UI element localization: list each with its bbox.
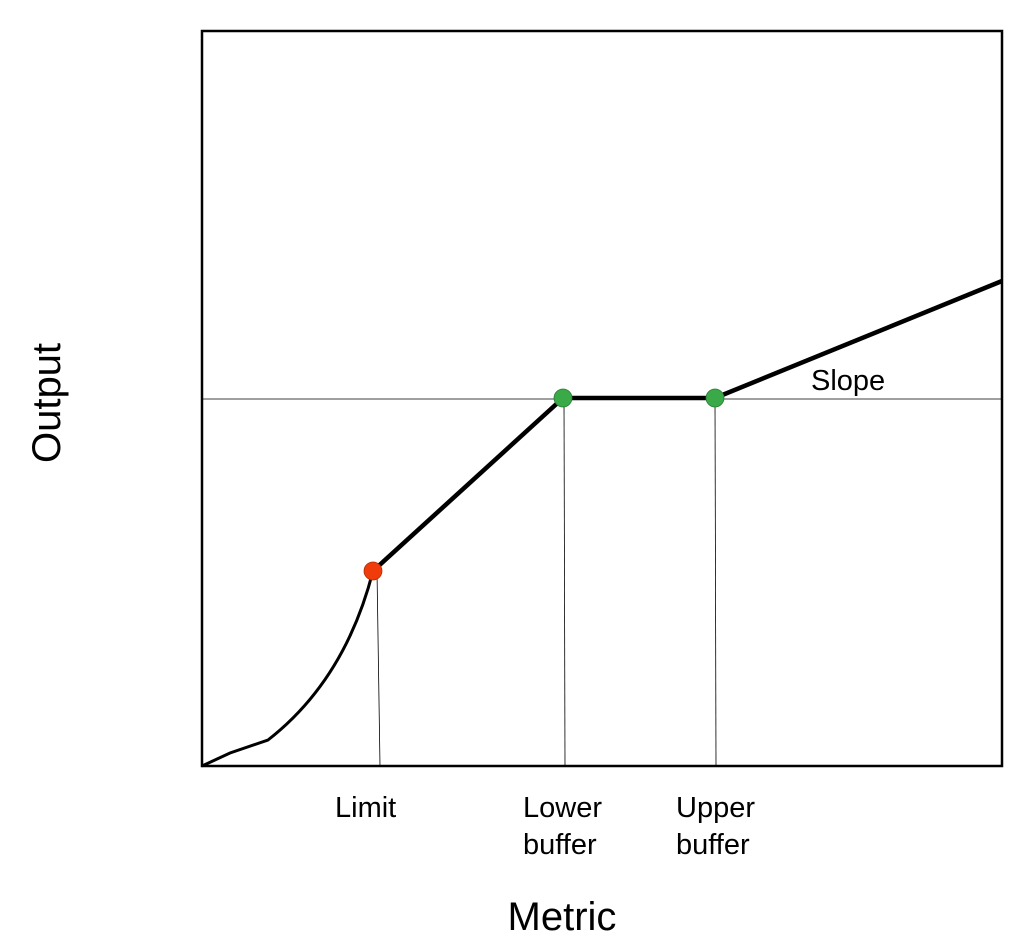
upper-buffer-label-line1: Upper xyxy=(676,792,755,824)
plot-frame xyxy=(200,29,1004,768)
lower-buffer-drop-line xyxy=(563,398,566,767)
x-axis-title: Metric xyxy=(508,895,617,939)
slope-label: Slope xyxy=(811,365,885,397)
limit-point xyxy=(363,561,383,581)
upper-buffer-drop-line xyxy=(714,398,717,767)
upper-buffer-label-line2: buffer xyxy=(676,829,750,861)
output-curve-ramp xyxy=(371,396,565,573)
lower-buffer-point xyxy=(553,388,573,408)
limit-drop-line xyxy=(376,570,381,767)
y-axis-title: Output xyxy=(25,343,69,463)
limit-label: Limit xyxy=(335,792,396,824)
upper-buffer-point xyxy=(705,388,725,408)
lower-buffer-label-line1: Lower xyxy=(523,792,602,824)
output-curve-slope xyxy=(714,278,1003,401)
output-curve-low-region xyxy=(201,570,375,768)
lower-buffer-label-line2: buffer xyxy=(523,829,597,861)
